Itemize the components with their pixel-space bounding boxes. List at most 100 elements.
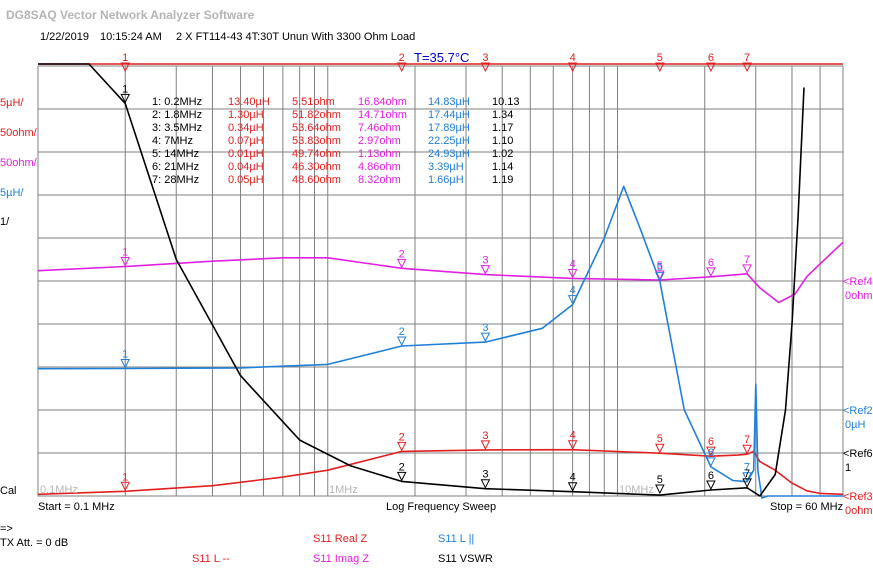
marker-flag-l [396, 62, 407, 73]
marker-label: 3: 3.5MHz [152, 122, 203, 134]
measurement-description: 2 X FT114-43 4T:30T Unun With 3300 Ohm L… [176, 31, 416, 43]
marker-number-imag: 5 [657, 260, 663, 272]
marker-number-ll: 4 [570, 285, 576, 297]
marker-number-l: 6 [708, 52, 714, 64]
ref6-value: 1 [845, 462, 852, 474]
ref3-value: 0ohm [845, 505, 873, 517]
marker-flag-vswr [480, 479, 491, 489]
legend-ll[interactable]: S11 L || [438, 533, 475, 545]
marker-vswr-value: 1.34 [492, 109, 514, 121]
marker-flag-vswr [120, 93, 131, 104]
marker-ll-value: 14.83µH [428, 96, 470, 108]
ref3-label: <Ref3 [843, 491, 873, 503]
legend-imag[interactable]: S11 Imag Z [313, 553, 370, 565]
marker-vswr-value: 1.02 [492, 148, 514, 160]
marker-number-ll: 1 [122, 348, 128, 360]
marker-flag-l [120, 62, 131, 73]
marker-imag-value: 16.84ohm [358, 96, 407, 108]
marker-imag-value: 1.13ohm [358, 148, 401, 160]
marker-number-imag: 2 [399, 248, 405, 260]
marker-ll-value: 3.39µH [428, 161, 464, 173]
marker-number-imag: 3 [482, 255, 488, 267]
marker-vswr-value: 1.19 [492, 174, 514, 186]
marker-number-l: 4 [570, 52, 576, 64]
marker-number-real: 2 [399, 431, 405, 443]
marker-number-imag: 7 [744, 254, 750, 266]
marker-flag-real [396, 441, 407, 452]
ref2-value: 0µH [845, 419, 866, 431]
marker-flag-ll [120, 358, 131, 369]
marker-flag-ll [742, 472, 752, 482]
marker-l-value: 0.05µH [228, 174, 264, 186]
marker-number-l: 3 [482, 52, 488, 64]
date-text: 1/22/2019 [40, 31, 89, 43]
legend-vswr[interactable]: S11 VSWR [438, 553, 493, 565]
marker-flag-vswr [567, 482, 578, 492]
marker-number-ll: 5 [657, 262, 663, 274]
marker-flag-ll [567, 295, 578, 305]
marker-real-value: 51.82ohm [292, 109, 341, 121]
marker-flag-l [706, 62, 716, 73]
marker-number-vswr: 4 [570, 472, 576, 484]
marker-l-value: 0.04µH [228, 161, 264, 173]
temperature-readout: T=35.7°C [414, 50, 470, 65]
marker-flag-ll [396, 336, 407, 347]
marker-number-ll: 2 [399, 326, 405, 338]
x-tick-label: 10MHz [619, 484, 654, 496]
l-scale-label: 5µH/ [0, 97, 24, 109]
marker-flag-imag [120, 257, 131, 267]
marker-number-vswr: 1 [122, 83, 128, 95]
marker-flag-real [742, 444, 752, 455]
marker-real-value: 53.64ohm [292, 122, 341, 134]
marker-flag-ll [706, 457, 716, 467]
marker-l-value: 1.30µH [228, 109, 264, 121]
sweep-type: Log Frequency Sweep [386, 501, 497, 513]
marker-number-real: 1 [122, 471, 128, 483]
x-tick-label: 1MHz [329, 484, 358, 496]
marker-flag-imag [706, 267, 716, 277]
marker-label: 1: 0.2MHz [152, 96, 203, 108]
marker-flag-imag [742, 264, 752, 274]
marker-flag-l [742, 62, 752, 73]
sweep-start: Start = 0.1 MHz [38, 501, 115, 513]
marker-ll-value: 1.66µH [428, 174, 464, 186]
marker-flag-imag [396, 258, 407, 269]
vswr-scale-label: 1/ [0, 216, 10, 228]
marker-real-value: 48.60ohm [292, 174, 341, 186]
marker-label: 6: 21MHz [152, 161, 200, 173]
marker-real-value: 5.51ohm [292, 96, 335, 108]
marker-number-vswr: 3 [482, 469, 488, 481]
ref6-label: <Ref6 [843, 448, 873, 460]
legend-real[interactable]: S11 Real Z [313, 533, 368, 545]
marker-number-ll: 3 [482, 322, 488, 334]
marker-l-value: 0.01µH [228, 148, 264, 160]
marker-number-l: 5 [657, 52, 663, 64]
marker-flag-vswr [655, 484, 665, 495]
marker-number-l: 2 [399, 52, 405, 64]
marker-number-real: 5 [657, 433, 663, 445]
marker-ll-value: 17.44µH [428, 109, 470, 121]
sweep-stop: Stop = 60 MHz [770, 501, 844, 513]
marker-flag-real [655, 443, 665, 454]
marker-flag-vswr [742, 478, 752, 488]
marker-number-real: 6 [708, 436, 714, 448]
marker-flag-vswr [706, 480, 716, 491]
marker-flag-imag [480, 265, 491, 275]
legend-l[interactable]: S11 L -- [192, 553, 230, 565]
plot-grid [38, 66, 843, 496]
marker-number-imag: 1 [122, 247, 128, 259]
arrow-indicator: => [0, 523, 13, 535]
trace-real [37, 448, 844, 496]
app-title: DG8SAQ Vector Network Analyzer Software [6, 8, 255, 22]
marker-number-vswr: 5 [657, 474, 663, 486]
ref4-value: 0ohm [845, 290, 873, 302]
marker-flag-real [480, 440, 491, 450]
marker-number-l: 7 [744, 52, 750, 64]
marker-real-value: 49.74ohm [292, 148, 341, 160]
marker-flag-imag [567, 268, 578, 279]
marker-ll-value: 24.93µH [428, 148, 470, 160]
marker-flag-l [480, 62, 491, 73]
tx-attenuation: TX Att. = 0 dB [0, 537, 69, 549]
